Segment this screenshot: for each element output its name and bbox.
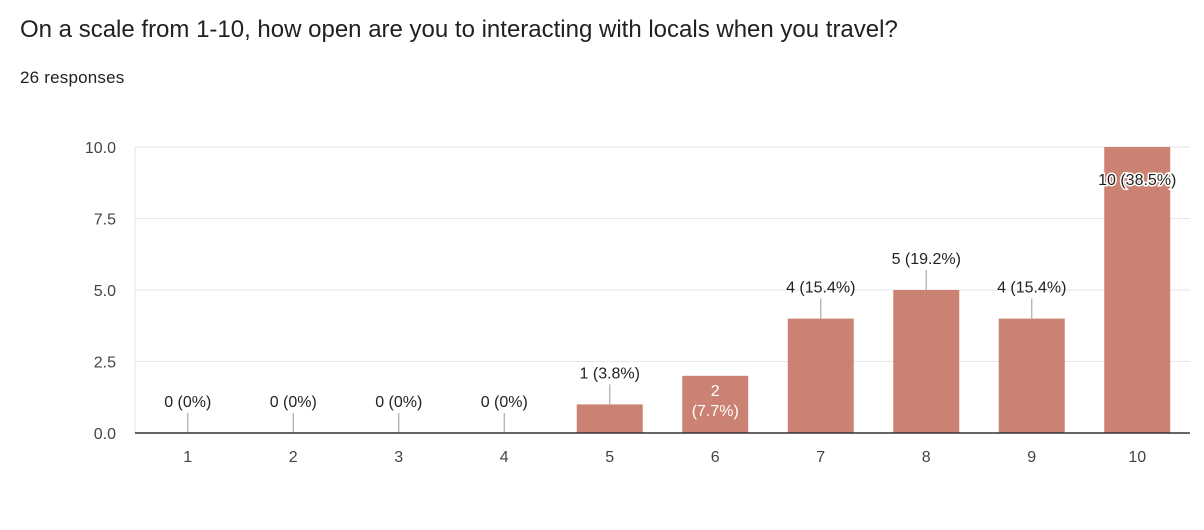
bar (576, 404, 643, 433)
bar (1104, 147, 1171, 433)
x-tick-label: 5 (605, 449, 614, 466)
x-tick-label: 7 (816, 449, 825, 466)
data-label: 2 (7.7%) (692, 383, 739, 420)
question-title: On a scale from 1-10, how open are you t… (20, 16, 898, 43)
x-tick-label: 9 (1027, 449, 1036, 466)
y-tick-label: 0.0 (94, 426, 116, 443)
y-tick-label: 10.0 (85, 140, 116, 157)
x-tick-label: 6 (711, 449, 720, 466)
data-label: 0 (0%) (481, 394, 528, 411)
x-tick-label: 1 (183, 449, 192, 466)
data-label: 0 (0%) (164, 394, 211, 411)
bar (682, 375, 749, 433)
x-tick-label: 4 (500, 449, 509, 466)
data-label: 1 (3.8%) (580, 365, 640, 382)
data-label: 10 (38.5%) (1098, 172, 1176, 189)
x-tick-label: 3 (394, 449, 403, 466)
y-tick-label: 5.0 (94, 283, 116, 300)
data-label: 0 (0%) (375, 394, 422, 411)
response-count: 26 responses (20, 68, 125, 87)
data-label: 4 (15.4%) (786, 280, 855, 297)
bar (998, 318, 1065, 433)
data-label: 5 (19.2%) (892, 251, 961, 268)
bar (893, 290, 960, 433)
y-tick-label: 7.5 (94, 212, 116, 229)
x-tick-label: 8 (922, 449, 931, 466)
y-tick-label: 2.5 (94, 355, 116, 372)
data-label: 4 (15.4%) (997, 280, 1066, 297)
x-tick-label: 2 (289, 449, 298, 466)
x-tick-label: 10 (1128, 449, 1146, 466)
data-label: 0 (0%) (270, 394, 317, 411)
bar (787, 318, 854, 433)
